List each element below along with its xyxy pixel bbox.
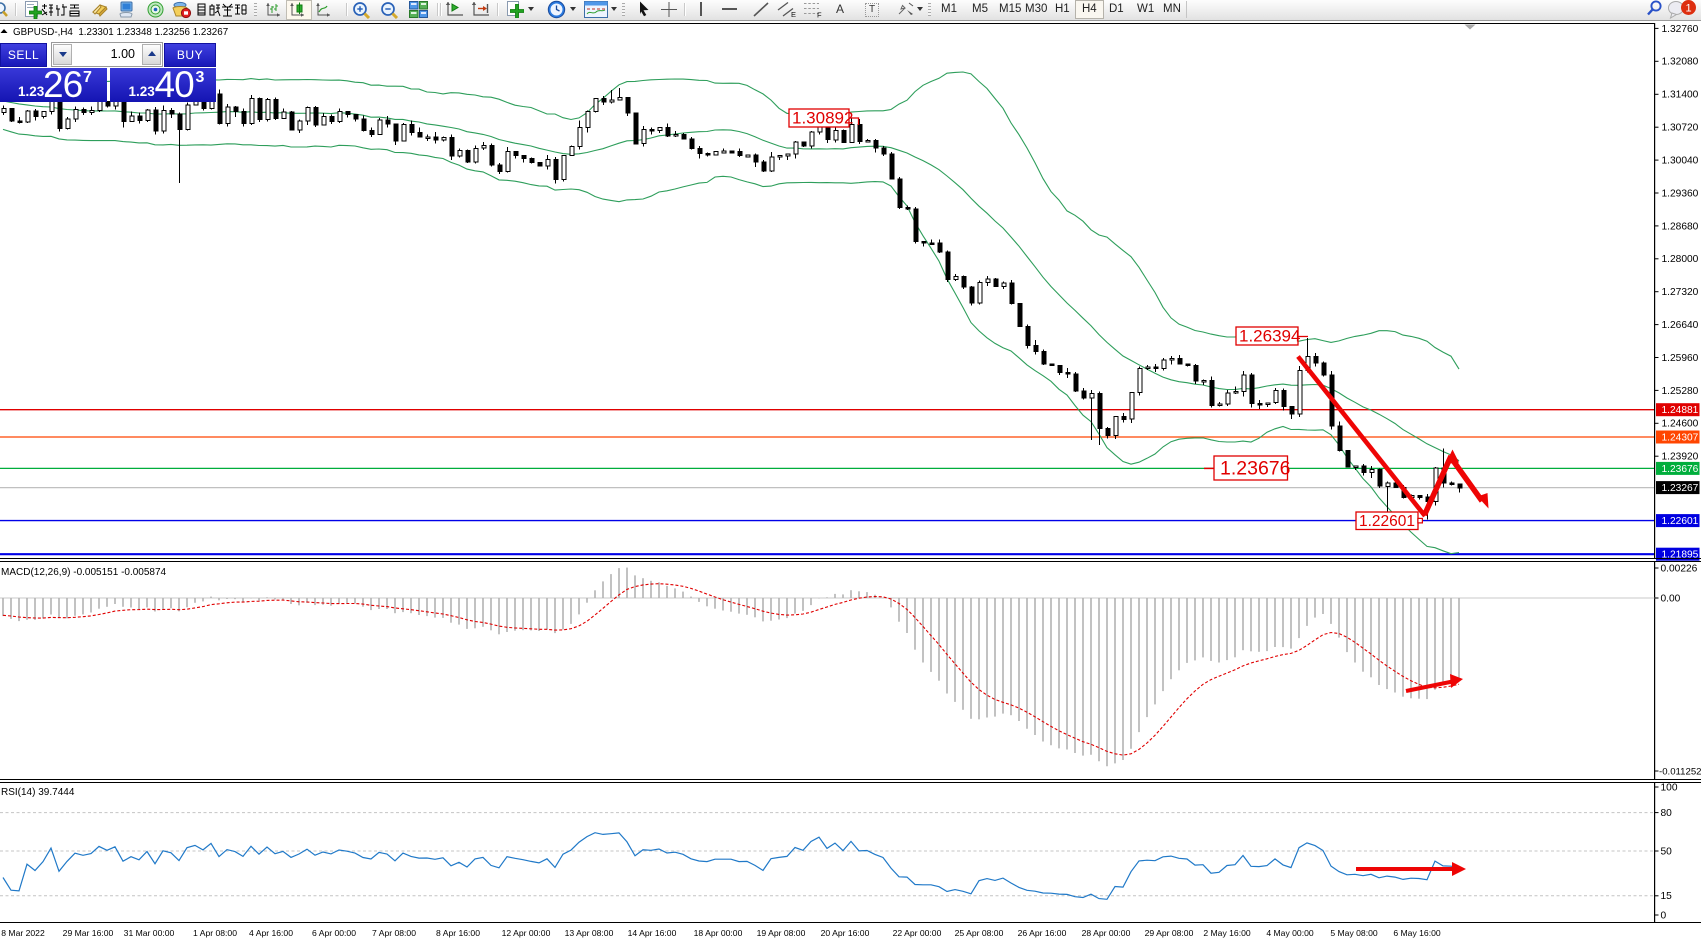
svg-text:6 May 16:00: 6 May 16:00 — [1393, 928, 1441, 938]
svg-text:7 Apr 08:00: 7 Apr 08:00 — [372, 928, 416, 938]
svg-text:31 Mar 00:00: 31 Mar 00:00 — [124, 928, 175, 938]
svg-text:18 Apr 00:00: 18 Apr 00:00 — [694, 928, 743, 938]
svg-text:1.23676: 1.23676 — [1662, 464, 1699, 475]
svg-text:1.30720: 1.30720 — [1662, 123, 1699, 134]
svg-text:1.31400: 1.31400 — [1662, 90, 1699, 101]
svg-text:1.28000: 1.28000 — [1662, 254, 1699, 265]
svg-text:4 Apr 16:00: 4 Apr 16:00 — [249, 928, 293, 938]
svg-text:0.00: 0.00 — [1661, 593, 1681, 604]
svg-text:RSI(14) 39.7444: RSI(14) 39.7444 — [1, 787, 75, 798]
svg-text:1: 1 — [1685, 3, 1691, 15]
svg-text:2 May 16:00: 2 May 16:00 — [1203, 928, 1251, 938]
svg-text:1.32080: 1.32080 — [1662, 57, 1699, 68]
svg-text:1.25280: 1.25280 — [1662, 386, 1699, 397]
svg-text:1.32760: 1.32760 — [1662, 24, 1699, 35]
svg-text:1.30892: 1.30892 — [792, 109, 853, 128]
svg-text:12 Apr 00:00: 12 Apr 00:00 — [502, 928, 551, 938]
svg-text:1.23267: 1.23267 — [1662, 483, 1699, 494]
svg-text:0.00226: 0.00226 — [1661, 563, 1698, 574]
svg-text:1.27320: 1.27320 — [1662, 287, 1699, 298]
svg-text:25 Apr 08:00: 25 Apr 08:00 — [955, 928, 1004, 938]
svg-text:0: 0 — [1661, 910, 1667, 921]
svg-text:1.30040: 1.30040 — [1662, 156, 1699, 167]
svg-text:80: 80 — [1661, 808, 1673, 819]
svg-text:29 Apr 08:00: 29 Apr 08:00 — [1145, 928, 1194, 938]
svg-text:1.23676: 1.23676 — [1220, 457, 1291, 479]
svg-text:-0.011252: -0.011252 — [1659, 766, 1701, 777]
svg-text:1.26394: 1.26394 — [1239, 327, 1300, 346]
svg-text:19 Apr 08:00: 19 Apr 08:00 — [757, 928, 806, 938]
svg-text:1.22601: 1.22601 — [1359, 513, 1415, 530]
svg-text:100: 100 — [1661, 782, 1678, 793]
svg-text:20 Apr 16:00: 20 Apr 16:00 — [821, 928, 870, 938]
svg-text:29 Mar 16:00: 29 Mar 16:00 — [63, 928, 114, 938]
svg-text:1.24307: 1.24307 — [1662, 432, 1699, 443]
svg-text:5 May 08:00: 5 May 08:00 — [1330, 928, 1378, 938]
svg-text:1.28680: 1.28680 — [1662, 221, 1699, 232]
svg-text:1.22601: 1.22601 — [1662, 516, 1699, 527]
svg-text:1.25960: 1.25960 — [1662, 353, 1699, 364]
svg-text:22 Apr 00:00: 22 Apr 00:00 — [893, 928, 942, 938]
svg-text:MACD(12,26,9) -0.005151 -0.005: MACD(12,26,9) -0.005151 -0.005874 — [1, 567, 167, 578]
svg-text:13 Apr 08:00: 13 Apr 08:00 — [565, 928, 614, 938]
svg-text:8 Mar 2022: 8 Mar 2022 — [1, 928, 45, 938]
svg-text:50: 50 — [1661, 846, 1673, 857]
svg-text:8 Apr 16:00: 8 Apr 16:00 — [436, 928, 480, 938]
svg-text:1 Apr 08:00: 1 Apr 08:00 — [193, 928, 237, 938]
svg-text:6 Apr 00:00: 6 Apr 00:00 — [312, 928, 356, 938]
svg-text:26 Apr 16:00: 26 Apr 16:00 — [1018, 928, 1067, 938]
svg-text:1.23920: 1.23920 — [1662, 452, 1699, 463]
svg-text:GBPUSD-,H4 1.23301 1.23348 1.: GBPUSD-,H4 1.23301 1.23348 1.23256 1.232… — [13, 27, 228, 38]
svg-text:14 Apr 16:00: 14 Apr 16:00 — [628, 928, 677, 938]
svg-text:1.24600: 1.24600 — [1662, 419, 1699, 430]
svg-text:4 May 00:00: 4 May 00:00 — [1266, 928, 1314, 938]
svg-text:15: 15 — [1661, 891, 1673, 902]
svg-text:28 Apr 00:00: 28 Apr 00:00 — [1082, 928, 1131, 938]
svg-text:1.26640: 1.26640 — [1662, 320, 1699, 331]
svg-text:1.24881: 1.24881 — [1662, 405, 1699, 416]
svg-text:E: E — [791, 10, 796, 18]
svg-text:1.29360: 1.29360 — [1662, 188, 1699, 199]
svg-text:F: F — [817, 11, 822, 19]
svg-text:1.21895: 1.21895 — [1662, 550, 1699, 561]
